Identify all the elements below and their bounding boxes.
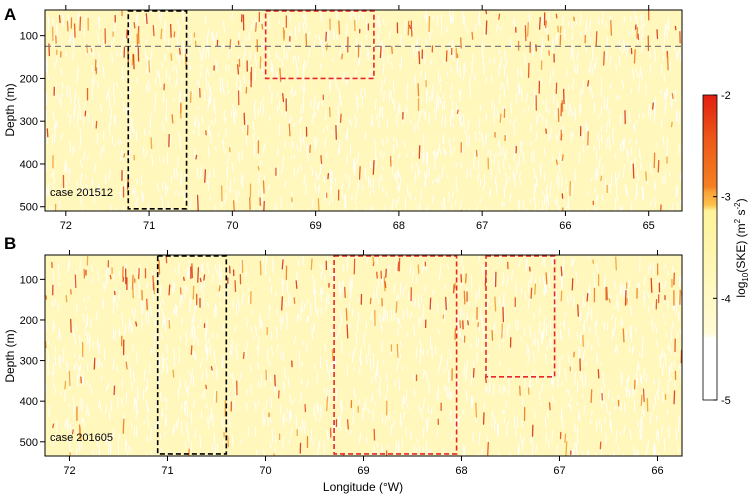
panel-a: 72 71 70 69 68 67 66 65 100 200 300 400 500 A case 2…	[3, 5, 683, 232]
colorbar-tick-label: -5	[721, 395, 731, 407]
panel-b-ticks: 72 71 70 69 68 67 66 100 200 300 400 500	[20, 250, 664, 477]
y-tick-label: 500	[20, 437, 38, 449]
x-tick-label: 69	[309, 220, 321, 232]
x-tick-label: 72	[60, 220, 72, 232]
x-tick-label: 66	[559, 220, 571, 232]
x-tick-label: 68	[393, 220, 405, 232]
x-axis-label: Longitude (°W)	[323, 480, 403, 494]
panel-a-frame	[44, 9, 683, 212]
panel-a-ticks: 72 71 70 69 68 67 66 65 100 200 300 400 500	[20, 5, 655, 232]
panel-a-letter: A	[4, 5, 16, 24]
x-tick-label: 72	[63, 465, 75, 477]
y-tick-label: 300	[20, 356, 38, 368]
colorbar-tick-label: -2	[721, 90, 731, 102]
x-tick-label: 65	[643, 220, 655, 232]
x-tick-label: 68	[455, 465, 467, 477]
x-tick-label: 71	[143, 220, 155, 232]
colorbar-gradient	[702, 94, 718, 401]
panel-b-background	[45, 255, 682, 456]
x-tick-label: 70	[259, 465, 271, 477]
colorbar-ticks: -2 -3 -4 -5	[713, 90, 731, 407]
y-tick-label: 400	[20, 159, 38, 171]
colorbar: -2 -3 -4 -5 log10(SKE) (m2 s-2)	[702, 90, 750, 407]
x-tick-label: 67	[476, 220, 488, 232]
panel-a-background	[45, 10, 682, 211]
y-tick-label: 100	[20, 31, 38, 43]
panel-b-boxes	[156, 255, 556, 455]
highlight-box-3	[485, 255, 556, 378]
y-tick-label: 100	[20, 274, 38, 286]
highlight-box-1	[156, 255, 228, 455]
panel-b-letter: B	[4, 234, 16, 253]
y-tick-label: 400	[20, 396, 38, 408]
x-tick-label: 66	[651, 465, 663, 477]
colorbar-tick-label: -3	[721, 192, 731, 204]
x-tick-label: 69	[357, 465, 369, 477]
y-tick-label: 300	[20, 116, 38, 128]
y-tick-label: 200	[20, 315, 38, 327]
x-tick-label: 67	[553, 465, 565, 477]
colorbar-label: log10(SKE) (m2 s-2)	[733, 198, 750, 297]
panel-a-heatmap	[45, 10, 682, 211]
panel-b-ylabel: Depth (m)	[3, 329, 17, 382]
colorbar-tick-label: -4	[721, 293, 731, 305]
panel-b-case-label: case 201605	[50, 432, 113, 444]
panel-b: 72 71 70 69 68 67 66 100 200 300 400 500 B case 201…	[3, 234, 683, 494]
x-tick-label: 70	[226, 220, 238, 232]
panel-a-case-label: case 201512	[50, 187, 113, 199]
y-tick-label: 200	[20, 73, 38, 85]
panel-a-ylabel: Depth (m)	[3, 83, 17, 136]
x-tick-label: 71	[161, 465, 173, 477]
y-tick-label: 500	[20, 202, 38, 214]
